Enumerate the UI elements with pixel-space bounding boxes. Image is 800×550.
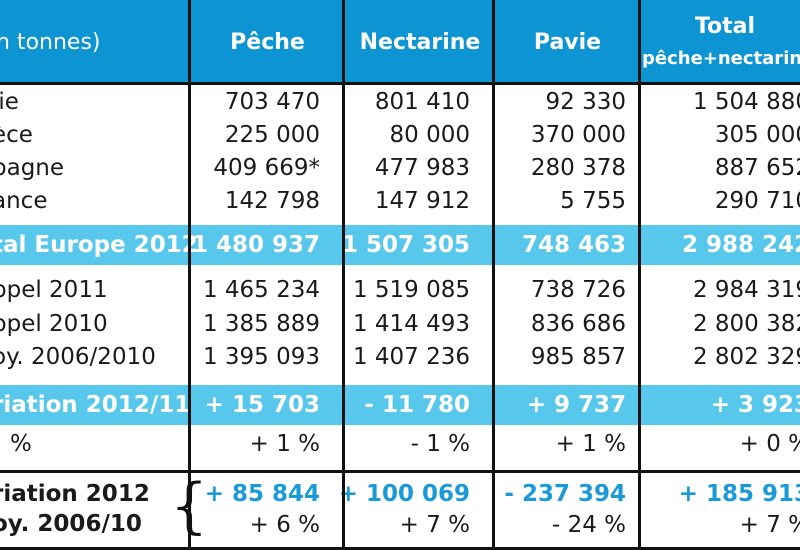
row-label: pagne xyxy=(0,155,65,181)
row-label: oy. 2006/10 xyxy=(0,511,142,537)
row-label: ppel 2010 xyxy=(0,311,108,337)
cell: 1 414 493 xyxy=(352,311,470,337)
column-separator xyxy=(638,0,641,550)
cell: + 15 703 xyxy=(204,392,320,418)
cell: - 11 780 xyxy=(364,392,470,418)
cell: 5 755 xyxy=(560,188,626,214)
cell: - 237 394 xyxy=(504,481,626,507)
row-label: ppel 2011 xyxy=(0,277,108,303)
row-label: % xyxy=(10,431,32,457)
cell: 80 000 xyxy=(389,122,470,148)
cell: 280 378 xyxy=(530,155,626,181)
cell: 748 463 xyxy=(521,232,626,258)
row-label: lie xyxy=(0,89,19,115)
cell: 147 912 xyxy=(374,188,470,214)
divider xyxy=(0,470,800,473)
column-separator xyxy=(188,0,191,550)
total-europe-row: tal Europe 2012 1 480 937 1 507 305 748 … xyxy=(0,225,800,265)
cell: + 3 923 xyxy=(710,392,800,418)
cell: + 1 % xyxy=(555,431,626,457)
cell: 1 504 880 xyxy=(692,89,800,115)
row-label: riation 2012/11 xyxy=(0,392,191,418)
cell: 836 686 xyxy=(530,311,626,337)
cell: + 7 % xyxy=(399,512,470,538)
cell: 225 000 xyxy=(224,122,320,148)
cell: - 24 % xyxy=(551,512,626,538)
cell: 370 000 xyxy=(530,122,626,148)
cell: 2 984 319 xyxy=(692,277,800,303)
cell: 801 410 xyxy=(374,89,470,115)
cell: 2 802 329 xyxy=(692,344,800,370)
cell: 2 988 242 xyxy=(681,232,800,258)
cell: - 1 % xyxy=(410,431,470,457)
row-label: tal Europe 2012 xyxy=(0,232,198,258)
row-label: ance xyxy=(0,188,48,214)
cell: 1 519 085 xyxy=(352,277,470,303)
cell: 1 507 305 xyxy=(341,232,470,258)
cell: 2 800 382 xyxy=(692,311,800,337)
variation-row: riation 2012/11 + 15 703 - 11 780 + 9 73… xyxy=(0,385,800,425)
cell: 985 857 xyxy=(530,344,626,370)
cell: 1 407 236 xyxy=(352,344,470,370)
column-separator xyxy=(492,0,495,550)
cell: + 100 069 xyxy=(338,481,470,507)
cell: 92 330 xyxy=(545,89,626,115)
header-peche: Pêche xyxy=(230,30,305,55)
cell: + 0 % xyxy=(739,431,800,457)
cell: 142 798 xyxy=(224,188,320,214)
table-header: n tonnes) Pêche Nectarine Pavie Total pê… xyxy=(0,0,800,85)
cell: 738 726 xyxy=(530,277,626,303)
header-total-sub: pêche+nectarine xyxy=(642,48,800,69)
row-label: riation 2012 xyxy=(0,481,150,507)
cell: 1 465 234 xyxy=(202,277,320,303)
cell: 477 983 xyxy=(374,155,470,181)
column-separator xyxy=(342,0,345,550)
divider xyxy=(0,547,800,550)
cell: 290 710 xyxy=(714,188,800,214)
cell: + 7 % xyxy=(739,512,800,538)
cell: 409 669* xyxy=(213,155,320,181)
cell: + 85 844 xyxy=(204,481,320,507)
unit-header: n tonnes) xyxy=(0,30,101,55)
cell: 1 395 093 xyxy=(202,344,320,370)
row-label: oy. 2006/2010 xyxy=(0,344,156,370)
cell: + 185 913 xyxy=(678,481,800,507)
header-pavie: Pavie xyxy=(533,30,602,55)
row-label: èce xyxy=(0,122,33,148)
cell: 1 385 889 xyxy=(202,311,320,337)
cell: + 9 737 xyxy=(526,392,626,418)
header-nectarine: Nectarine xyxy=(359,30,481,55)
cell: 305 000 xyxy=(714,122,800,148)
cell: + 1 % xyxy=(249,431,320,457)
cell: 887 652 xyxy=(714,155,800,181)
cell: + 6 % xyxy=(249,512,320,538)
header-total: Total xyxy=(694,14,756,39)
cell: 1 480 937 xyxy=(191,232,320,258)
cell: 703 470 xyxy=(224,89,320,115)
